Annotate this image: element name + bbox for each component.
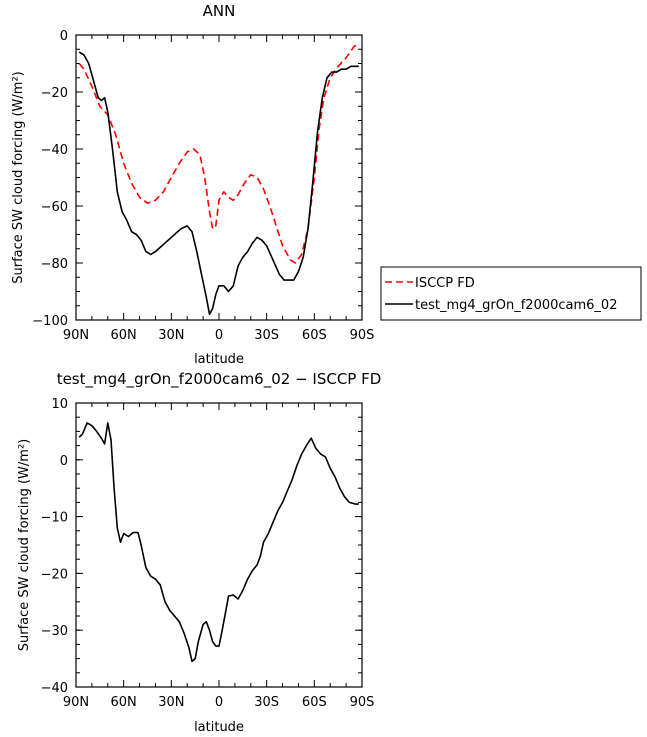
x-tick-label: 30N xyxy=(158,328,184,343)
y-tick-label: −80 xyxy=(41,257,68,272)
x-tick-label: 60S xyxy=(302,695,327,710)
x-tick-label: 30S xyxy=(254,695,279,710)
series-line-0 xyxy=(78,422,359,663)
series-line-0 xyxy=(78,42,360,264)
y-tick-label: −20 xyxy=(41,567,68,582)
y-tick-label: −10 xyxy=(41,511,68,526)
x-axis-label: latitude xyxy=(194,720,244,735)
x-tick-label: 90S xyxy=(350,328,375,343)
y-tick-label: −60 xyxy=(41,200,68,215)
x-tick-label: 90N xyxy=(63,328,89,343)
y-tick-label: −20 xyxy=(41,86,68,101)
x-tick-label: 30N xyxy=(158,695,184,710)
x-tick-label: 0 xyxy=(215,695,223,710)
y-axis-label: Surface SW cloud forcing (W/m²) xyxy=(11,71,26,283)
y-tick-label: 0 xyxy=(60,29,68,44)
y-tick-label: −40 xyxy=(41,143,68,158)
plot-frame xyxy=(75,34,363,321)
x-tick-label: 30S xyxy=(254,328,279,343)
x-tick-label: 60N xyxy=(111,328,137,343)
x-tick-label: 60N xyxy=(111,695,137,710)
chart-title: ANN xyxy=(203,2,236,20)
x-tick-label: 90S xyxy=(350,695,375,710)
chart-title: test_mg4_grOn_f2000cam6_02 − ISCCP FD xyxy=(57,370,382,389)
chart-bottom: 90N 60N 30N 0 30S 60S 90S 10 0 −10 −20 −30 −40 test_m… xyxy=(17,370,381,735)
x-tick-label: 0 xyxy=(215,328,223,343)
legend-label-0: ISCCP FD xyxy=(415,276,475,291)
y-tick-label: −40 xyxy=(41,681,68,696)
y-tick-label: 10 xyxy=(51,397,68,412)
x-axis-label: latitude xyxy=(194,352,244,367)
legend-label-1: test_mg4_grOn_f2000cam6_02 xyxy=(415,298,617,313)
y-tick-label: −100 xyxy=(32,314,68,329)
legend-box xyxy=(380,266,642,321)
chart-top: 90N 60N 30N 0 30S 60S 90S 0 −20 −40 −60 −80 −100 ANN l… xyxy=(11,2,642,367)
y-tick-label: 0 xyxy=(60,454,68,469)
x-tick-label: 90N xyxy=(63,695,89,710)
x-tick-label: 60S xyxy=(302,328,327,343)
y-axis-label: Surface SW cloud forcing (W/m²) xyxy=(17,439,32,651)
y-tick-label: −30 xyxy=(41,624,68,639)
series-line-1 xyxy=(78,51,359,316)
